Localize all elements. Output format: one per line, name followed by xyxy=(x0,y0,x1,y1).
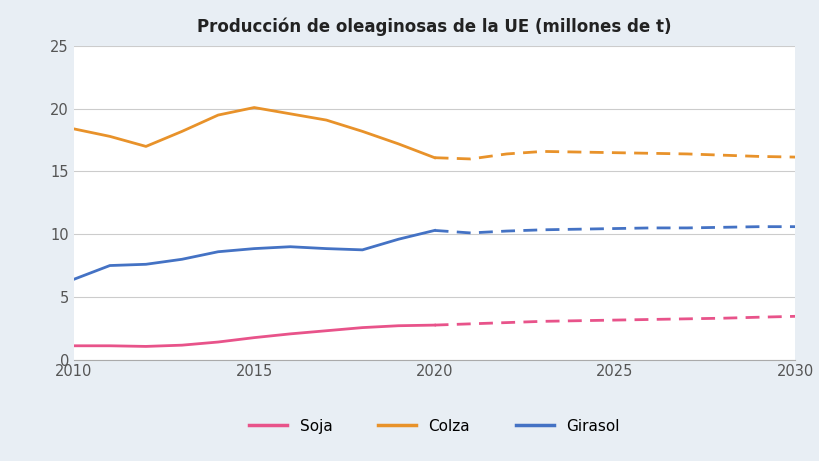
Title: Producción de oleaginosas de la UE (millones de t): Producción de oleaginosas de la UE (mill… xyxy=(197,18,671,36)
Legend: Soja, Colza, Girasol: Soja, Colza, Girasol xyxy=(242,413,626,440)
